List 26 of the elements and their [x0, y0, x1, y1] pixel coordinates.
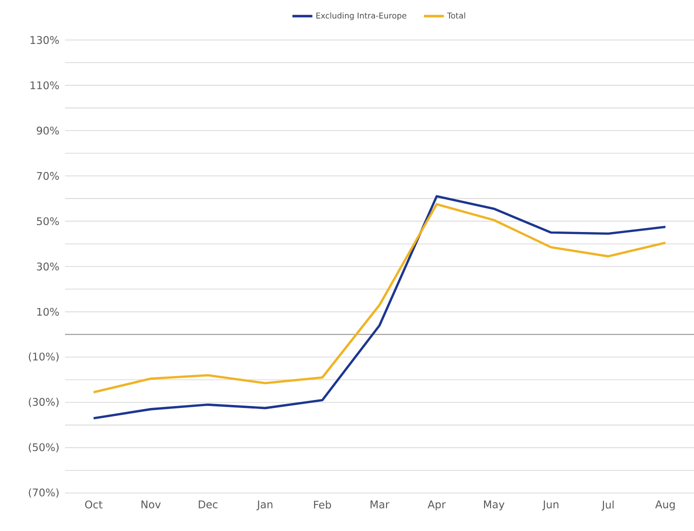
x-tick-label: Apr — [428, 500, 446, 510]
y-tick-label: 30% — [36, 262, 59, 270]
x-tick-label: Mar — [370, 500, 390, 508]
x-tick-label: Oct — [85, 500, 102, 508]
y-tick-label: 10% — [37, 308, 59, 316]
y-tick-label: (10%) — [28, 352, 59, 362]
y-tick-label: (70%) — [28, 488, 59, 498]
x-tick-label: May — [484, 500, 504, 510]
y-tick-label: 110% — [30, 81, 59, 90]
legend-label: Excluding Intra-Europe — [316, 12, 406, 20]
y-tick-label: 130% — [30, 36, 59, 44]
y-tick-label: 90% — [36, 126, 59, 135]
y-tick-label: 50% — [36, 217, 59, 226]
y-tick-label: (50%) — [28, 443, 59, 452]
x-tick-label: Jun — [542, 500, 558, 510]
x-tick-label: Nov — [142, 500, 161, 508]
x-tick-label: Jul — [601, 500, 614, 511]
line-series — [92, 195, 667, 420]
x-tick-label: Aug — [655, 500, 675, 510]
y-tick-label: (30%) — [28, 398, 59, 408]
x-tick-label: Jan — [256, 500, 272, 510]
x-tick-label: Dec — [198, 500, 218, 508]
y-tick-label: 70% — [36, 172, 59, 180]
legend-label: Total — [447, 12, 466, 19]
line-series — [92, 203, 667, 394]
x-tick-label: Feb — [314, 500, 332, 509]
